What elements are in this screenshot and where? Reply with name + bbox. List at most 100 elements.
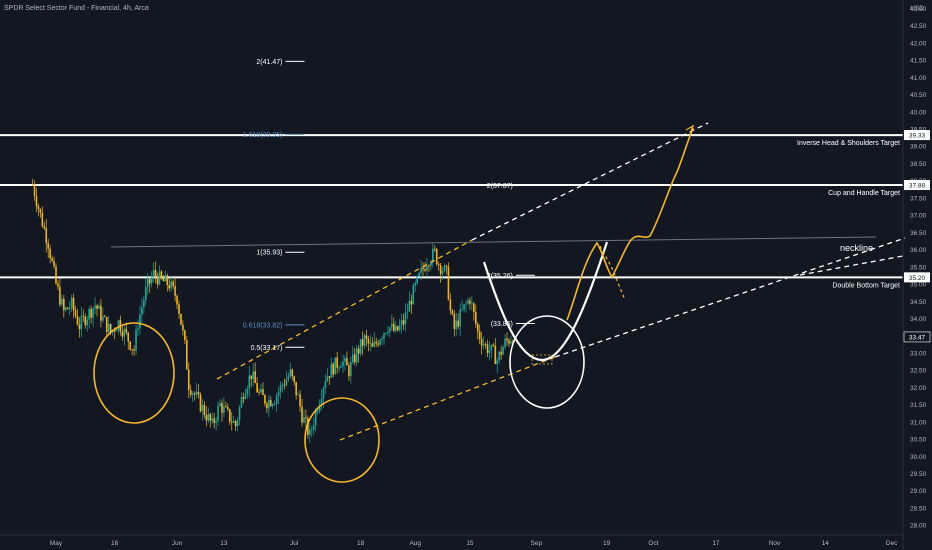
candle-body [359, 339, 362, 354]
candle-body [402, 320, 405, 325]
candle-body [367, 338, 370, 344]
projected-dip [599, 245, 626, 301]
channel-upper-yellow [216, 239, 473, 380]
y-tick-label: 41.00 [910, 75, 927, 82]
candle-body [314, 411, 317, 426]
candle-body [199, 394, 202, 412]
candle-body [293, 376, 296, 382]
candle-body [186, 340, 188, 370]
y-tick-label: 34.50 [910, 299, 927, 306]
candles [31, 178, 514, 444]
candle-body [68, 307, 71, 310]
candle-body [76, 316, 79, 325]
current-price-box [903, 331, 931, 343]
candle-body [449, 299, 452, 311]
candle-body [191, 393, 194, 395]
gray-trendline [110, 236, 877, 248]
candle-body [408, 300, 411, 312]
candle-body [305, 417, 307, 419]
candle-body [439, 265, 442, 274]
candle-body [256, 383, 258, 393]
candle-body [92, 308, 94, 318]
candle-body [351, 354, 354, 363]
candle-body [451, 310, 454, 314]
candle-body [435, 249, 438, 265]
candle-body [500, 351, 502, 355]
candle-body [490, 344, 493, 351]
candle-body [461, 309, 463, 310]
candle-body [72, 297, 75, 311]
x-tick-label: Aug [409, 540, 421, 547]
candle-body [104, 316, 106, 318]
candle-body [357, 348, 360, 354]
y-tick-label: 32.00 [910, 385, 927, 392]
candle-body [262, 389, 264, 396]
candle-body [107, 323, 110, 333]
candle-body [394, 326, 397, 331]
candle-body [86, 319, 89, 326]
candle-body [145, 286, 147, 301]
candle-body [244, 394, 247, 399]
candle-body [252, 371, 255, 379]
candle-body [340, 366, 342, 368]
candle-body [238, 407, 241, 420]
candle-body [221, 403, 223, 413]
candle-body [207, 414, 210, 421]
candle-body [342, 361, 344, 367]
candle-body [61, 298, 63, 305]
candle-body [139, 314, 141, 329]
current-price-label: 33.47 [909, 334, 926, 341]
candle-body [484, 344, 487, 346]
candle-body [426, 265, 428, 271]
y-tick-label: 28.00 [910, 523, 927, 530]
candle-body [391, 323, 393, 328]
candle-body [94, 305, 96, 309]
candle-body [80, 315, 83, 330]
candle-body [281, 384, 284, 386]
candle-body [232, 421, 235, 423]
candle-body [322, 388, 325, 399]
candle-body [137, 328, 139, 330]
candle-body [141, 307, 143, 315]
candle-body [109, 323, 112, 333]
candle-body [193, 393, 196, 395]
candle-body [371, 343, 374, 347]
candle-body [266, 403, 268, 409]
candle-body [375, 341, 378, 344]
target-level-label: Cup and Handle Target [828, 190, 900, 197]
candle-body [430, 262, 432, 267]
candle-body [424, 269, 426, 271]
candle-body [57, 283, 59, 287]
candle-body [43, 226, 46, 229]
candle-body [307, 418, 309, 435]
candle-body [279, 384, 282, 392]
candle-body [447, 266, 450, 300]
y-tick-label: 40.00 [910, 109, 927, 116]
candle-body [152, 270, 155, 278]
candle-body [295, 381, 297, 396]
candle-body [102, 316, 104, 321]
candle-body [135, 329, 137, 351]
y-axis: 28.00 28.50 29.00 29.50 30.00 30.50 31.00 31.50… [902, 0, 931, 550]
y-tick-label: 36.00 [910, 247, 927, 254]
candle-body [66, 307, 69, 310]
candle-body [242, 397, 245, 399]
candle-body [160, 271, 163, 279]
y-tick-label: 37.50 [910, 195, 927, 202]
candle-body [392, 323, 395, 331]
candle-body [385, 333, 387, 334]
candle-body [285, 379, 288, 386]
x-tick-label: Sep [531, 540, 543, 547]
candle-body [143, 300, 145, 308]
candle-body [474, 312, 477, 324]
candle-body [373, 341, 376, 347]
candle-body [453, 313, 456, 329]
candle-body [381, 338, 383, 340]
candle-body [301, 406, 303, 423]
x-tick-label: Jul [290, 540, 299, 547]
candle-body [260, 389, 262, 393]
candle-body [465, 303, 467, 305]
candle-body [299, 394, 301, 407]
candle-body [506, 338, 508, 341]
